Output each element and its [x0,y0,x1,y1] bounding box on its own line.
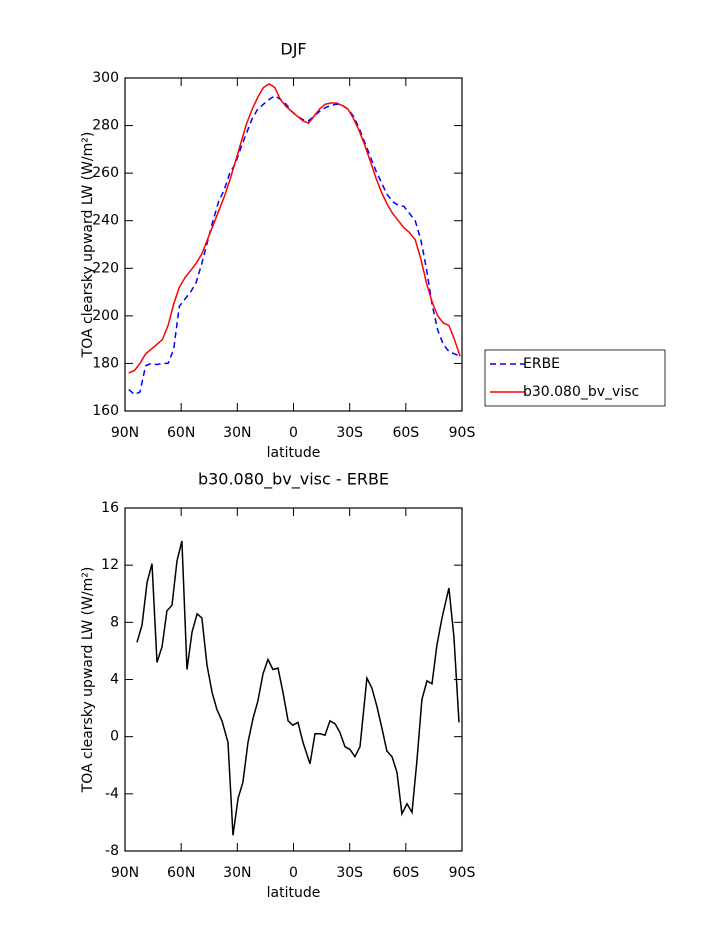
y-tick-label: 300 [92,70,119,86]
x-axis-label: latitude [267,445,321,461]
data-line [128,83,461,374]
x-tick-label: 60S [392,865,419,881]
y-tick-label: 16 [101,500,119,516]
legend-box [484,349,666,407]
x-tick-label: 0 [289,425,298,441]
y-tick-label: 200 [92,308,119,324]
data-line [128,94,461,396]
y-tick-label: 280 [92,118,119,134]
y-tick-label: 8 [110,614,119,630]
x-tick-label: 60N [167,425,195,441]
y-tick-label: 160 [92,403,119,419]
x-axis-label: latitude [267,885,321,901]
x-tick-label: 30N [223,865,251,881]
x-tick-label: 90N [111,865,139,881]
x-tick-label: 30S [336,865,363,881]
y-tick-label: 220 [92,260,119,276]
y-tick-label: 4 [110,672,119,688]
x-tick-label: 90S [449,425,476,441]
y-tick-label: 260 [92,165,119,181]
legend-label: ERBE [523,356,560,372]
plot-frame [124,507,463,852]
x-tick-label: 30S [336,425,363,441]
plot-frame [124,77,463,412]
y-tick-label: 12 [101,557,119,573]
y-axis-label: TOA clearsky upward LW (W/m²) [80,567,96,794]
x-tick-label: 90N [111,425,139,441]
chart-title: DJF [280,40,306,59]
chart-title: b30.080_bv_visc - ERBE [198,470,389,490]
y-tick-label: -4 [105,786,119,802]
legend-label: b30.080_bv_visc [523,384,639,400]
x-tick-label: 90S [449,865,476,881]
x-tick-label: 0 [289,865,298,881]
y-axis-label: TOA clearsky upward LW (W/m²) [80,132,96,359]
x-tick-label: 60S [392,425,419,441]
data-line [136,540,460,836]
y-tick-label: 0 [110,729,119,745]
y-tick-label: 240 [92,213,119,229]
y-tick-label: 180 [92,355,119,371]
y-tick-label: -8 [105,843,119,859]
x-tick-label: 60N [167,865,195,881]
x-tick-label: 30N [223,425,251,441]
